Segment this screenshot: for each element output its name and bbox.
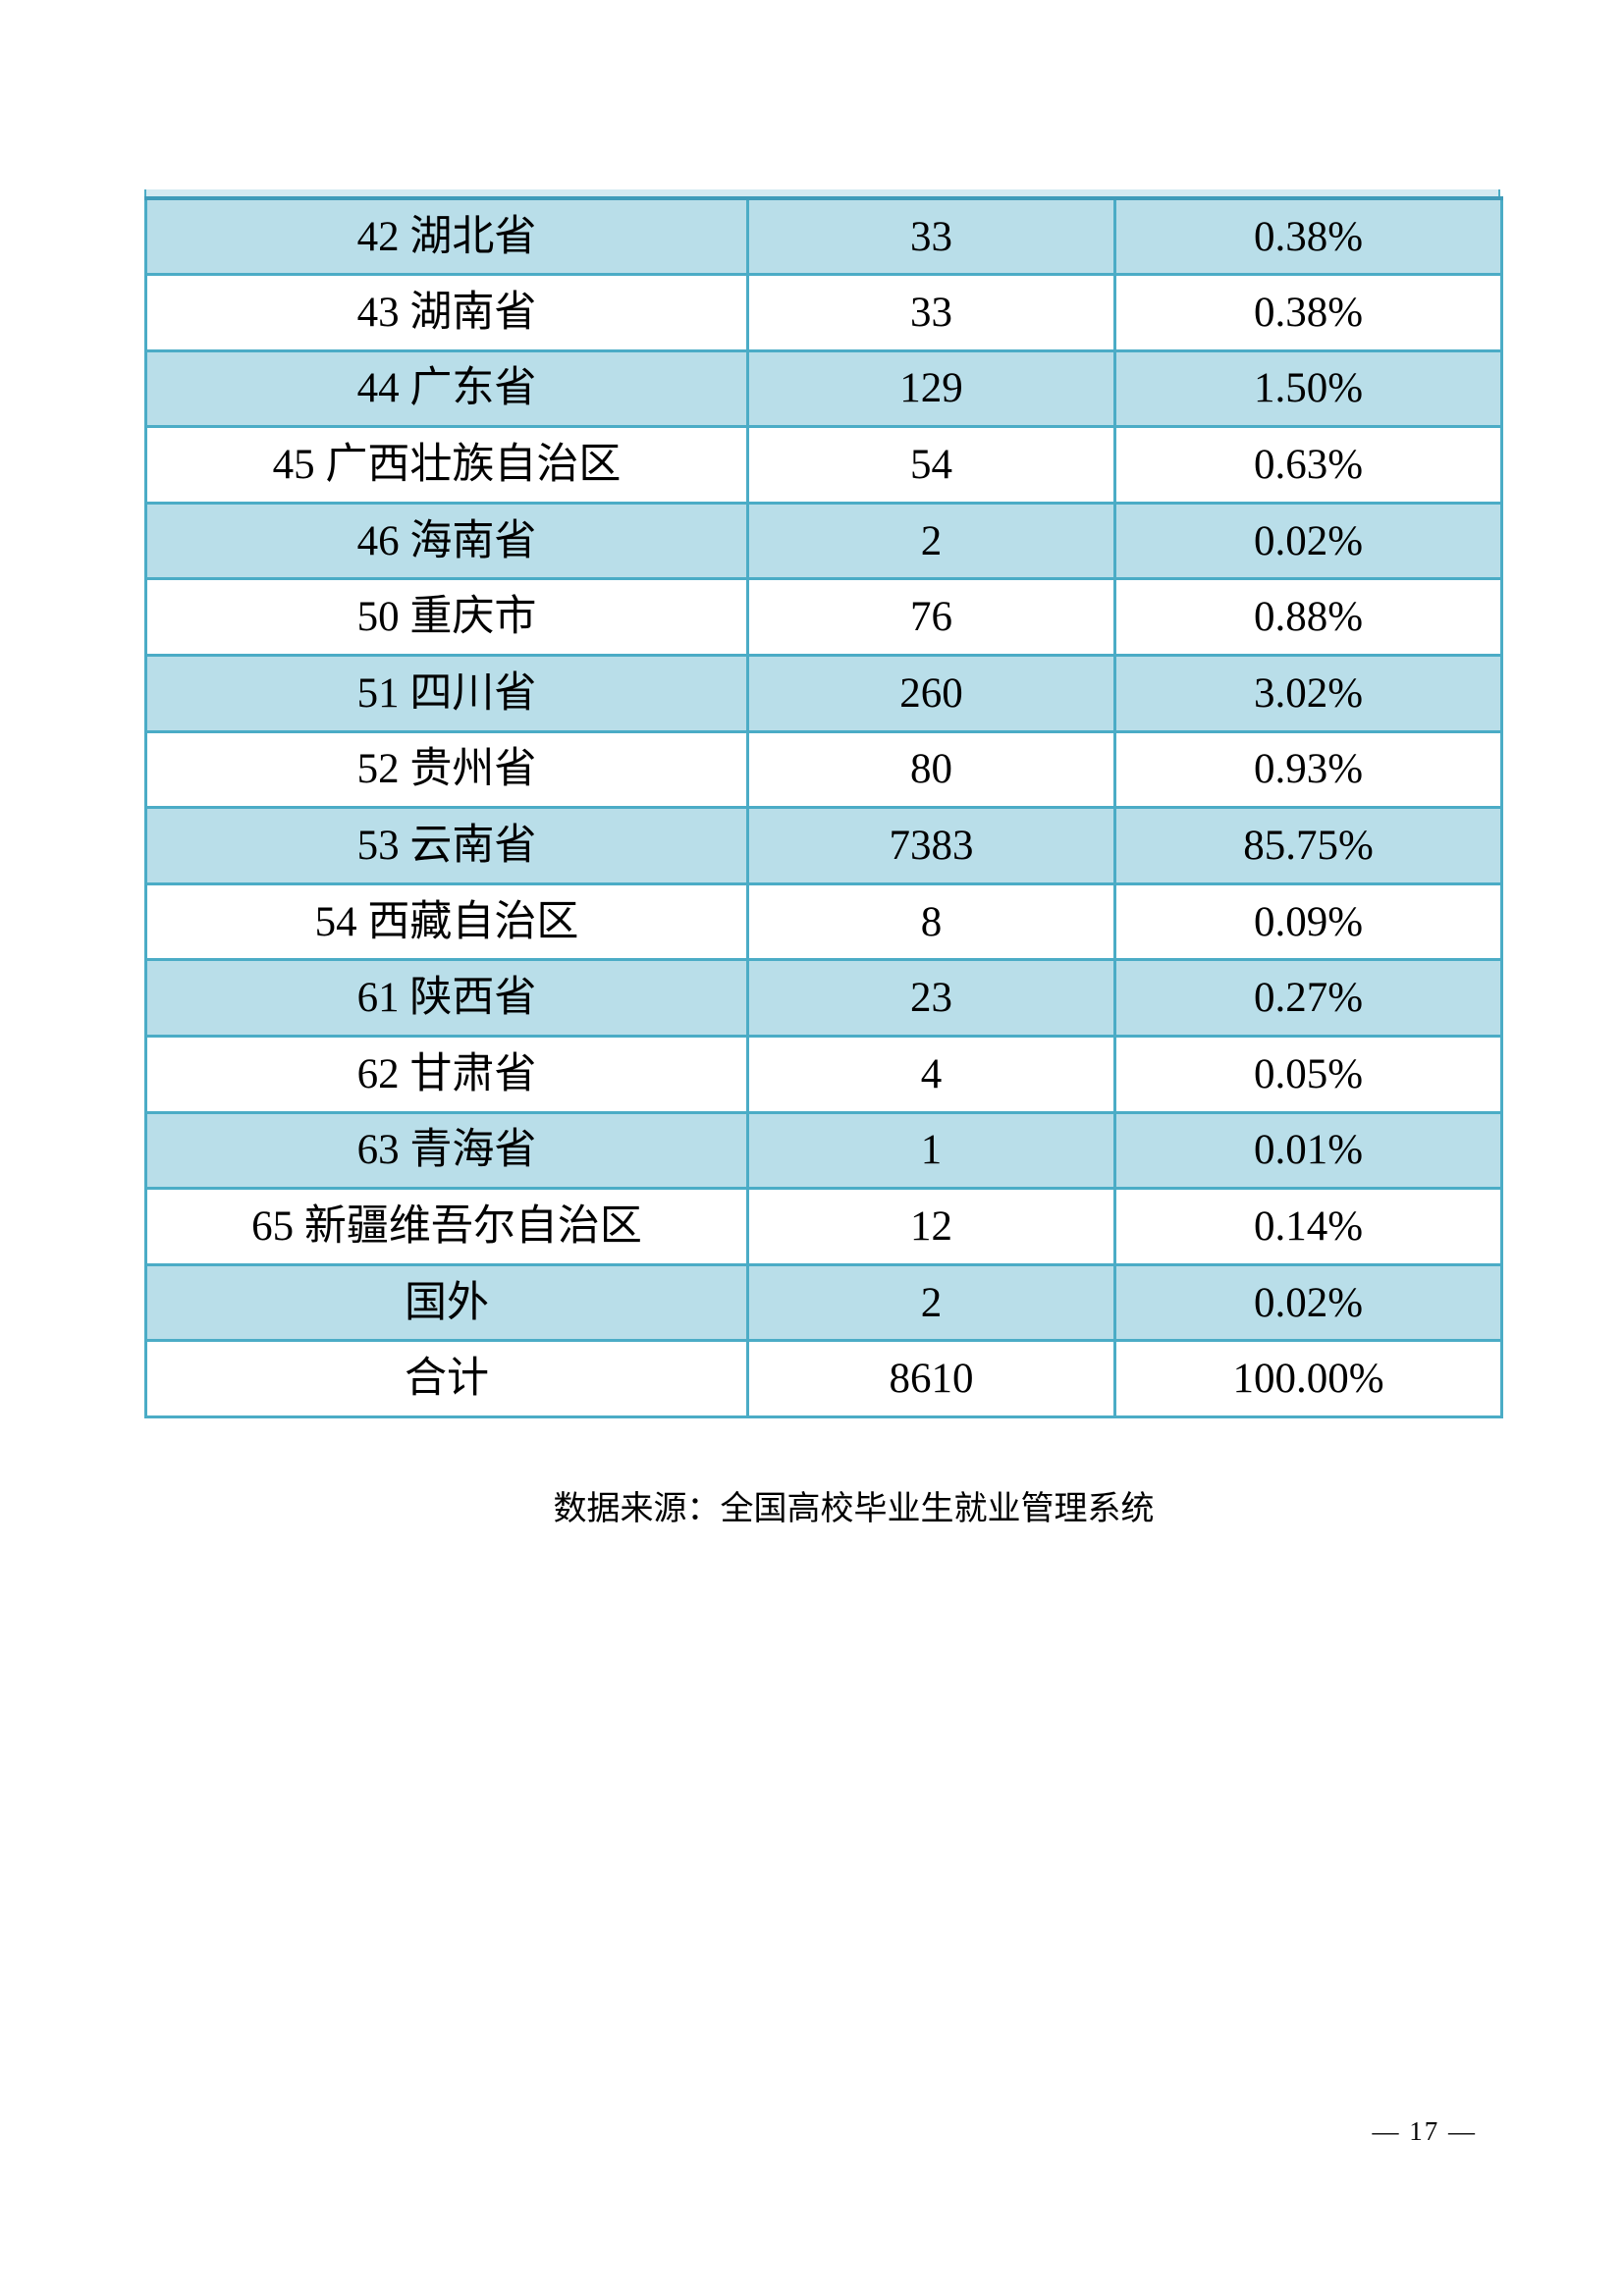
- region-distribution-table: 42 湖北省 33 0.38% 43 湖南省 33 0.38% 44 广东省 129 1.50%…: [144, 196, 1503, 1418]
- percent-cell: 3.02%: [1113, 654, 1503, 733]
- region-cell: 52 贵州省: [144, 729, 749, 810]
- count-cell: 54: [746, 425, 1116, 505]
- region-cell: 62 甘肃省: [144, 1035, 749, 1114]
- percent-cell: 0.02%: [1113, 1262, 1503, 1343]
- count-cell: 33: [746, 196, 1116, 277]
- region-cell: 51 四川省: [144, 654, 749, 733]
- count-cell: 2: [746, 501, 1116, 581]
- region-cell: 44 广东省: [144, 348, 749, 429]
- table-row: 45 广西壮族自治区 54 0.63%: [144, 425, 1503, 505]
- count-cell: 129: [746, 348, 1116, 429]
- table-row: 51 四川省 260 3.02%: [144, 654, 1503, 733]
- region-cell: 65 新疆维吾尔自治区: [144, 1187, 749, 1266]
- count-cell: 23: [746, 958, 1116, 1039]
- count-cell: 260: [746, 654, 1116, 733]
- table-row: 54 西藏自治区 8 0.09%: [144, 881, 1503, 962]
- count-cell: 2: [746, 1262, 1116, 1343]
- page-number: — 17 —: [1372, 2116, 1477, 2146]
- region-cell: 61 陕西省: [144, 958, 749, 1039]
- region-cell: 53 云南省: [144, 806, 749, 885]
- region-cell: 43 湖南省: [144, 273, 749, 352]
- region-cell: 合计: [144, 1339, 749, 1418]
- percent-cell: 0.93%: [1113, 729, 1503, 810]
- region-cell: 63 青海省: [144, 1110, 749, 1191]
- percent-cell: 1.50%: [1113, 348, 1503, 429]
- table-row: 50 重庆市 76 0.88%: [144, 577, 1503, 658]
- count-cell: 7383: [746, 806, 1116, 885]
- percent-cell: 100.00%: [1113, 1339, 1503, 1418]
- count-cell: 76: [746, 577, 1116, 658]
- table-row: 65 新疆维吾尔自治区 12 0.14%: [144, 1187, 1503, 1266]
- table-row: 国外 2 0.02%: [144, 1262, 1503, 1343]
- table-row: 42 湖北省 33 0.38%: [144, 196, 1503, 277]
- percent-cell: 0.38%: [1113, 273, 1503, 352]
- count-cell: 33: [746, 273, 1116, 352]
- region-cell: 46 海南省: [144, 501, 749, 581]
- table-row: 62 甘肃省 4 0.05%: [144, 1035, 1503, 1114]
- region-cell: 42 湖北省: [144, 196, 749, 277]
- table-row: 63 青海省 1 0.01%: [144, 1110, 1503, 1191]
- percent-cell: 0.27%: [1113, 958, 1503, 1039]
- percent-cell: 85.75%: [1113, 806, 1503, 885]
- percent-cell: 0.02%: [1113, 501, 1503, 581]
- page-break-row-sliver: [144, 189, 1500, 196]
- table-row: 43 湖南省 33 0.38%: [144, 273, 1503, 352]
- table-row: 52 贵州省 80 0.93%: [144, 729, 1503, 810]
- percent-cell: 0.14%: [1113, 1187, 1503, 1266]
- table-row: 合计 8610 100.00%: [144, 1339, 1503, 1418]
- percent-cell: 0.63%: [1113, 425, 1503, 505]
- region-cell: 50 重庆市: [144, 577, 749, 658]
- count-cell: 12: [746, 1187, 1116, 1266]
- table-row: 61 陕西省 23 0.27%: [144, 958, 1503, 1039]
- table-row: 44 广东省 129 1.50%: [144, 348, 1503, 429]
- region-cell: 54 西藏自治区: [144, 881, 749, 962]
- table-body: 42 湖北省 33 0.38% 43 湖南省 33 0.38% 44 广东省 129 1.50%…: [144, 196, 1503, 1418]
- count-cell: 8610: [746, 1339, 1116, 1418]
- percent-cell: 0.88%: [1113, 577, 1503, 658]
- percent-cell: 0.38%: [1113, 196, 1503, 277]
- table-row: 46 海南省 2 0.02%: [144, 501, 1503, 581]
- table-row: 53 云南省 7383 85.75%: [144, 806, 1503, 885]
- region-cell: 国外: [144, 1262, 749, 1343]
- percent-cell: 0.05%: [1113, 1035, 1503, 1114]
- count-cell: 80: [746, 729, 1116, 810]
- count-cell: 4: [746, 1035, 1116, 1114]
- region-cell: 45 广西壮族自治区: [144, 425, 749, 505]
- count-cell: 8: [746, 881, 1116, 962]
- percent-cell: 0.01%: [1113, 1110, 1503, 1191]
- data-source-note: 数据来源：全国高校毕业生就业管理系统: [553, 1491, 1155, 1527]
- percent-cell: 0.09%: [1113, 881, 1503, 962]
- count-cell: 1: [746, 1110, 1116, 1191]
